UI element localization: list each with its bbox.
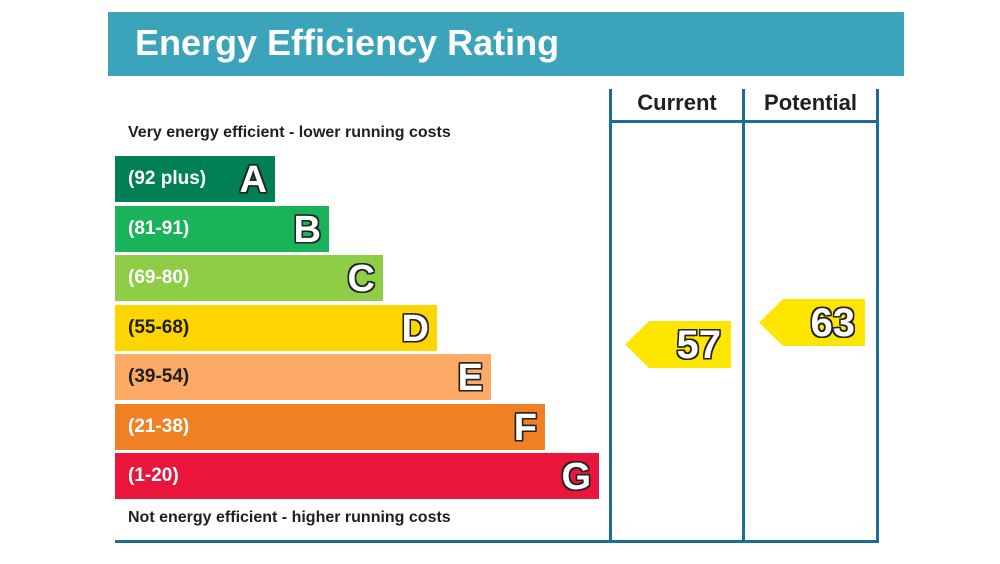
band-range-label: (39-54) [128,366,190,387]
band-range-label: (1-20) [128,465,179,486]
band-letter: D [401,308,429,350]
band-range-label: (81-91) [128,218,190,239]
band-range-label: (69-80) [128,267,190,288]
divider-left [609,89,612,541]
band-letter: G [561,456,591,498]
potential-arrow-shape [759,299,865,346]
current-arrow-shape [625,321,731,368]
band-range-label: (55-68) [128,317,190,338]
band-range-label: (21-38) [128,416,190,437]
bottom-border [115,540,879,543]
band-b: (81-91) B [115,206,329,252]
band-letter: F [513,407,537,449]
band-c: (69-80) C [115,255,383,301]
current-rating-arrow: 57 [625,321,731,368]
header-underline [609,120,879,123]
chart-title: Energy Efficiency Rating [135,22,560,63]
column-header-potential: Potential [764,90,857,115]
band-letter: E [457,357,483,399]
divider-middle [742,89,745,541]
band-letter: A [239,159,267,201]
band-f: (21-38) F [115,404,545,450]
caption-efficient: Very energy efficient - lower running co… [128,124,451,141]
current-rating-value: 57 [676,323,722,367]
band-g: (1-20) G [115,453,599,499]
caption-inefficient: Not energy efficient - higher running co… [128,509,451,526]
divider-right [876,89,879,541]
band-letter: C [347,258,375,300]
band-d: (55-68) D [115,305,437,351]
band-range-label: (92 plus) [128,168,207,189]
band-letter: B [293,209,321,251]
band-a: (92 plus) A [115,156,275,202]
column-header-current: Current [637,90,717,115]
potential-rating-arrow: 63 [759,299,865,346]
band-e: (39-54) E [115,354,491,400]
title-bar: Energy Efficiency Rating [108,12,904,76]
potential-rating-value: 63 [810,301,856,345]
